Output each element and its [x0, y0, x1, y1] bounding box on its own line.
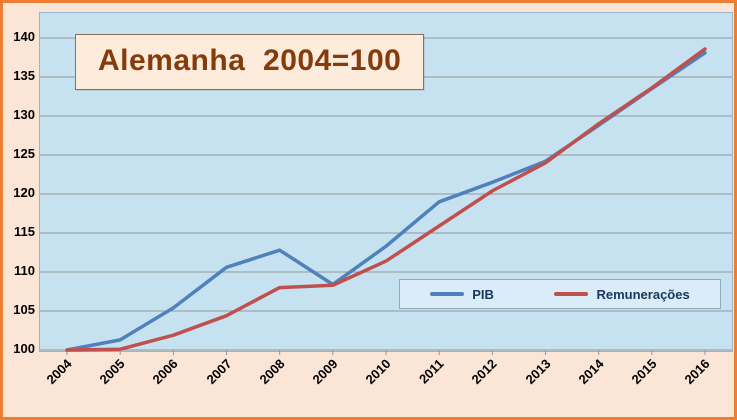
x-axis-tick-label: 2012	[468, 356, 500, 388]
x-axis-tick-label: 2007	[203, 356, 235, 388]
x-axis-tick-label: 2010	[362, 356, 394, 388]
y-axis-tick-label: 120	[13, 185, 35, 200]
y-axis-tick-label: 105	[13, 302, 35, 317]
chart-title: Alemanha 2004=100	[98, 44, 402, 77]
x-axis-tick-label: 2013	[522, 356, 554, 388]
y-axis-tick-label: 135	[13, 68, 35, 83]
title-box: Alemanha 2004=100	[75, 34, 425, 90]
y-axis-tick-label: 110	[14, 263, 35, 278]
x-axis-tick-label: 2006	[149, 356, 181, 388]
y-axis-tick-label: 100	[13, 341, 35, 356]
remuneracoes-line-swatch-icon	[554, 292, 589, 296]
x-axis-tick-label: 2005	[96, 356, 128, 388]
pib-line-swatch-icon	[430, 292, 465, 296]
x-axis-tick-label: 2008	[256, 356, 288, 388]
legend-item-remuneracoes: Remunerações	[554, 286, 690, 302]
legend-label-pib: PIB	[472, 286, 494, 302]
x-axis-tick-label: 2015	[628, 356, 660, 388]
legend-item-pib: PIB	[430, 287, 494, 302]
x-axis-tick-label: 2011	[416, 356, 447, 387]
y-axis-tick-label: 115	[14, 224, 35, 239]
x-axis-tick-label: 2014	[575, 356, 607, 388]
y-axis-tick-label: 140	[13, 29, 35, 44]
y-axis-tick-label: 130	[13, 107, 35, 122]
x-axis-tick-label: 2016	[681, 356, 713, 388]
y-axis-tick-label: 125	[13, 146, 35, 161]
legend: PIB Remunerações	[399, 279, 721, 309]
legend-label-remuneracoes: Remunerações	[596, 286, 690, 302]
x-axis-tick-label: 2009	[309, 356, 341, 388]
x-axis-tick-label: 2004	[43, 356, 75, 388]
